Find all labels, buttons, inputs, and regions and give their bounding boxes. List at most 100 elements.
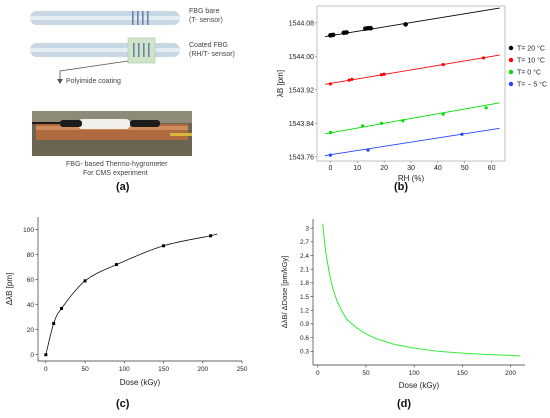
panel-c-label: (c) [116,398,130,410]
y-tick-label: 60 [27,277,35,284]
data-point [460,132,464,136]
fit-line [324,7,500,38]
yellow-cable [170,133,192,136]
x-tick-label: 10 [353,165,361,172]
y-axis-label: λB [pm] [276,70,285,97]
fbg-grating-line [132,11,134,25]
y-tick-label: 2.1 [300,266,309,273]
data-point [382,72,386,76]
x-tick-label: 250 [237,366,248,373]
fit-line [324,102,500,135]
x-tick-label: 150 [158,366,169,373]
x-tick-label: 0 [44,366,48,373]
y-tick-label: 0.9 [300,321,309,328]
x-tick-label: 100 [119,366,130,373]
shift-vs-dose-chart: 0 50 100 150 200 250 0 20 40 60 80 100 Dose (kGy) ΔλB… [5,217,248,387]
data-point [328,153,333,157]
y-tick-label: 40 [27,302,35,309]
data-point [83,279,87,283]
data-point [350,77,354,81]
data-point [481,56,486,60]
data-point [209,234,213,238]
black-connector-left [60,120,82,127]
y-tick-label: 100 [23,227,34,234]
x-tick-label: 50 [81,366,89,373]
data-point [379,121,384,125]
data-point [44,353,48,357]
data-point [368,25,374,31]
white-housing [78,119,130,129]
data-point [441,63,445,67]
data-point [347,78,351,82]
y-tick-label: 1544.00 [289,54,314,61]
x-axis-label: Dose (kGy) [399,381,440,390]
coated-fbg-label-line2: (RH/T- sensor) [189,51,235,58]
y-tick-label: 3 [305,225,309,232]
y-axis-label: ΔλB/ ΔDose [pm/kGy] [280,256,289,329]
legend-marker [508,57,514,63]
coating-pointer-arrow [59,60,129,82]
fbg-grating-line [142,11,144,25]
fbg-bare-label-line2: (T- sensor) [189,17,223,24]
y-tick-label: 0 [30,352,34,359]
panel-b-label: (b) [394,181,409,193]
x-tick-label: 0 [316,370,320,377]
x-tick-label: 0 [328,165,332,172]
data-point [114,263,118,267]
x-tick-label: 100 [409,370,420,377]
y-tick-label: 0.3 [300,349,309,356]
sensitivity-vs-dose-chart: 0 50 100 150 200 0.3 0.6 0.9 1.2 1.5 1.8 2.1 2.4 2.7 3… [280,219,525,390]
arrow-head-icon [57,79,63,84]
photo-caption-line1: FBG- based Thermo-hygrometer [66,161,168,168]
x-tick-label: 40 [434,165,442,172]
wavelength-vs-rh-chart: 0 10 20 30 40 50 60 1543.76 1543.84 1543.92 1544.0… [276,5,547,183]
legend-marker [508,81,514,87]
panel-d: 0 50 100 150 200 0.3 0.6 0.9 1.2 1.5 1.8 2.1 2.4 2.7 3… [275,209,550,418]
x-tick-label: 20 [380,165,388,172]
x-axis-label: RH (%) [398,174,425,183]
data-point [403,22,408,27]
fit-curve [45,233,218,355]
x-axis-label: Dose (kGy) [120,378,161,387]
panel-a: FBG bare (T- sensor) Coated FBG (RH/T- s… [0,0,275,209]
fbg-bare-label-line1: FBG bare [189,8,220,15]
legend-label: T= − 5 °C [517,81,547,89]
panel-a-label: (a) [116,181,130,193]
data-point [162,244,166,248]
x-tick-label: 50 [362,370,370,377]
series-line [322,223,521,357]
y-tick-label: 1544.08 [289,20,314,27]
x-tick-label: 200 [505,370,516,377]
legend-marker [508,69,514,75]
data-point [328,82,333,86]
panel-b: 0 10 20 30 40 50 60 1543.76 1543.84 1543.92 1544.0… [275,0,550,209]
panel-d-label: (d) [397,398,412,410]
y-tick-label: 80 [27,252,35,259]
black-connector-right [130,120,160,127]
fit-line [324,127,500,156]
fbg-grating-line [143,43,145,57]
fbg-grating-line [137,11,139,25]
photo-caption-line2: For CMS experiment [83,170,148,177]
y-axis-label: ΔλB [pm] [5,273,14,305]
y-tick-label: 1543.92 [289,87,314,94]
legend-label: T= 0 °C [517,69,541,77]
plot-frame [316,5,506,162]
fbg-bare-fiber-core [30,16,180,20]
y-tick-label: 1.2 [300,308,309,315]
x-tick-label: 30 [407,165,415,172]
y-tick-label: 1543.84 [289,121,314,128]
data-point [361,124,365,128]
data-point [379,73,384,77]
fbg-grating-line [133,43,135,57]
data-point [60,306,64,310]
polyimide-coating [127,37,156,64]
data-point [52,321,56,325]
fbg-grating-line [147,11,149,25]
data-point [328,130,333,135]
data-point [366,148,370,152]
x-tick-label: 150 [457,370,468,377]
panel-c: 0 50 100 150 200 250 0 20 40 60 80 100 Dose (kGy) ΔλB… [0,209,275,418]
fbg-grating-line [138,43,140,57]
fiber-lead [32,122,60,124]
